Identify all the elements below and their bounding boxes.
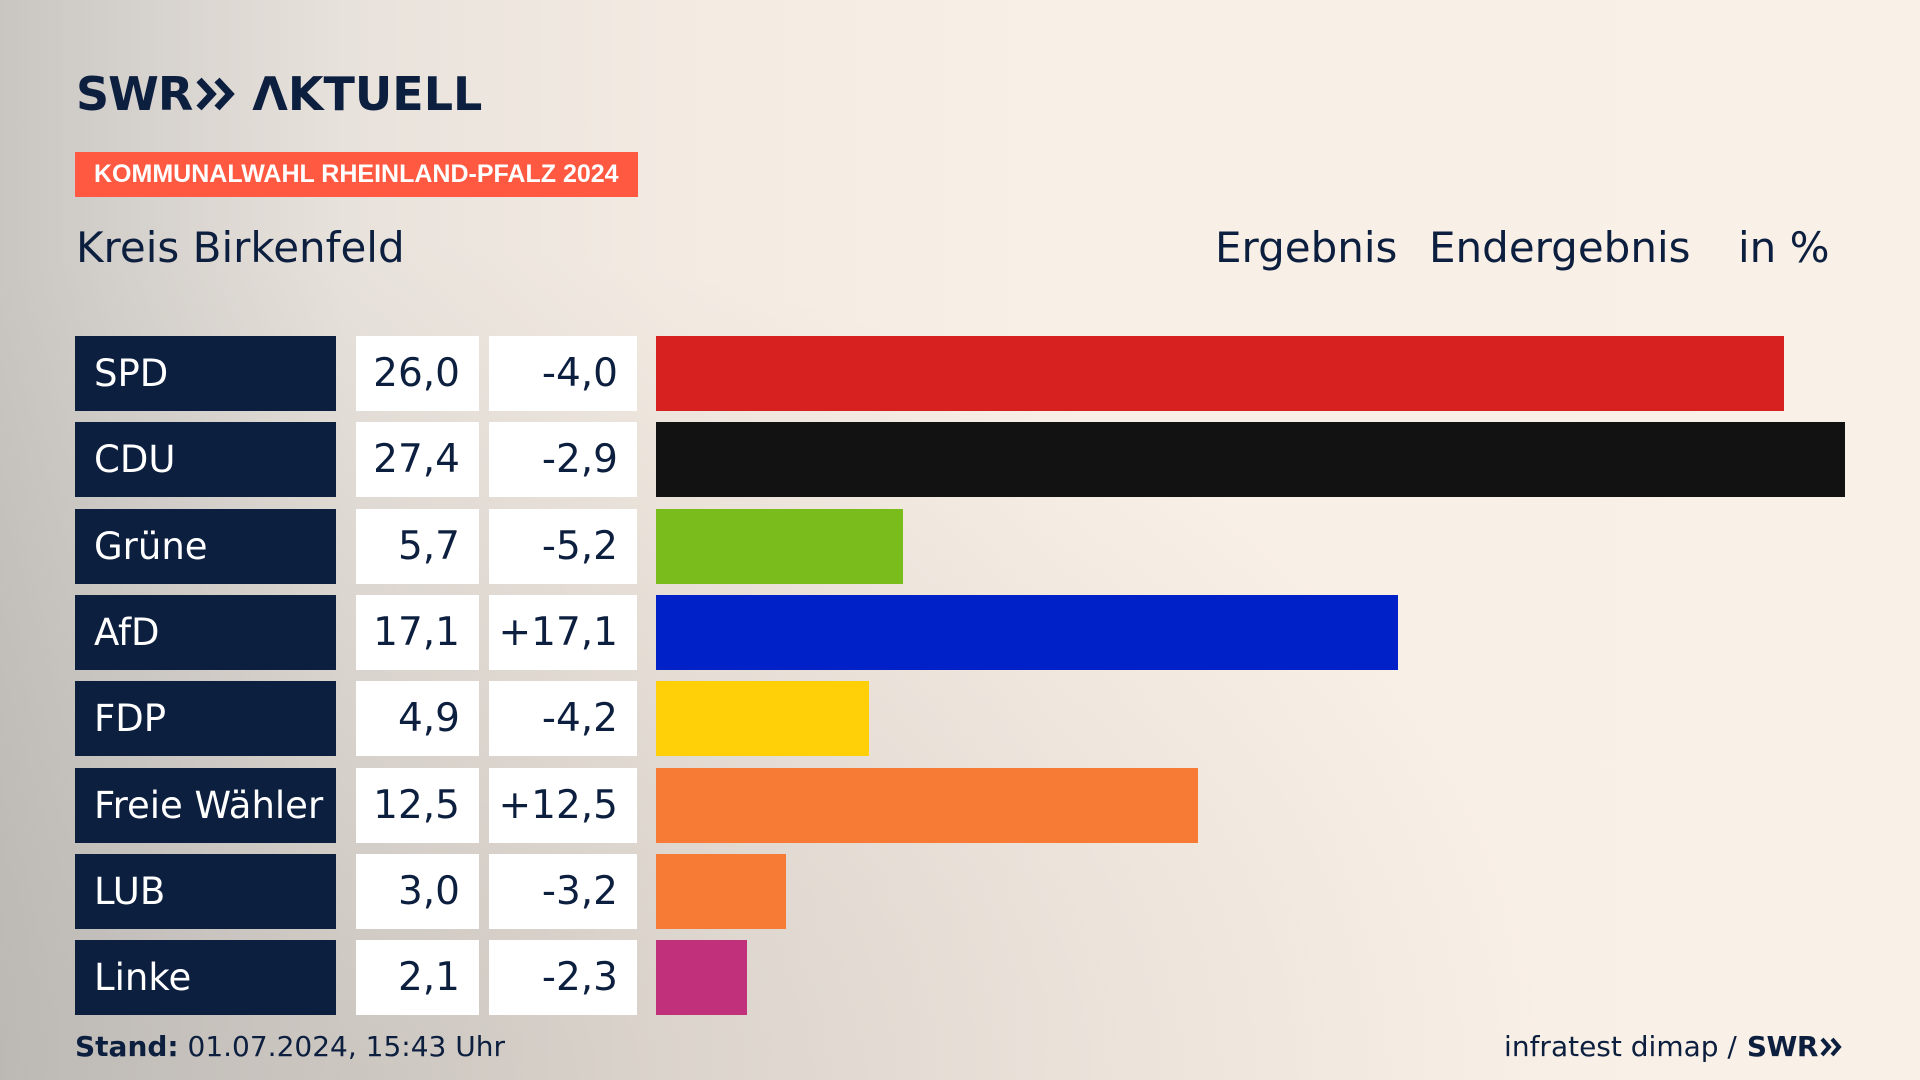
stand-value: 01.07.2024, 15:43 Uhr xyxy=(178,1030,505,1063)
result-row: Grüne 5,7 -5,2 xyxy=(75,508,1845,584)
source-label: infratest dimap / xyxy=(1504,1030,1737,1063)
difference-value: -2,3 xyxy=(489,940,637,1016)
party-label: Grüne xyxy=(75,508,336,584)
difference-value: -5,2 xyxy=(489,508,637,584)
logo-swr-text: SWR xyxy=(76,67,193,121)
party-label: SPD xyxy=(75,336,336,411)
source-credit: infratest dimap / SWR xyxy=(1504,1030,1844,1064)
party-label: AfD xyxy=(75,594,336,670)
result-value: 26,0 xyxy=(356,336,479,411)
result-bar xyxy=(656,853,787,929)
column-header-result: Ergebnis xyxy=(1215,223,1398,272)
difference-value: -3,2 xyxy=(489,853,637,929)
difference-value: +12,5 xyxy=(489,767,637,843)
result-row: CDU 27,4 -2,9 xyxy=(75,422,1845,498)
result-value: 3,0 xyxy=(356,853,479,929)
result-row: SPD 26,0 -4,0 xyxy=(75,336,1845,411)
source-brand: SWR xyxy=(1746,1030,1819,1063)
stand-label: Stand: xyxy=(75,1030,179,1063)
result-value: 27,4 xyxy=(356,422,479,498)
result-bar xyxy=(656,508,904,584)
result-row: AfD 17,1 +17,1 xyxy=(75,594,1845,670)
party-label: FDP xyxy=(75,681,336,757)
election-tag: KOMMUNALWAHL RHEINLAND-PFALZ 2024 xyxy=(75,152,638,197)
party-label: LUB xyxy=(75,853,336,929)
logo-aktuell-text: ΛKTUELL xyxy=(252,67,483,121)
party-label: CDU xyxy=(75,422,336,498)
result-value: 2,1 xyxy=(356,940,479,1016)
result-bar xyxy=(656,940,748,1016)
result-value: 17,1 xyxy=(356,594,479,670)
difference-value: -4,0 xyxy=(489,336,637,411)
result-bar xyxy=(656,422,1845,498)
result-row: Linke 2,1 -2,3 xyxy=(75,940,1845,1016)
result-value: 4,9 xyxy=(356,681,479,757)
party-label: Linke xyxy=(75,940,336,1016)
result-value: 5,7 xyxy=(356,508,479,584)
swr-aktuell-logo: SWR ΛKTUELL xyxy=(76,66,482,122)
difference-value: -2,9 xyxy=(489,422,637,498)
column-header-unit: in % xyxy=(1738,223,1830,272)
column-header-final: Endergebnis xyxy=(1429,223,1691,272)
double-chevron-right-icon xyxy=(1820,1037,1842,1057)
result-bar xyxy=(656,767,1199,843)
result-value: 12,5 xyxy=(356,767,479,843)
difference-value: +17,1 xyxy=(489,594,637,670)
district-title: Kreis Birkenfeld xyxy=(76,223,405,272)
difference-value: -4,2 xyxy=(489,681,637,757)
double-chevron-right-icon xyxy=(196,77,236,111)
party-label: Freie Wähler xyxy=(75,767,336,843)
result-row: Freie Wähler 12,5 +12,5 xyxy=(75,767,1845,843)
result-row: LUB 3,0 -3,2 xyxy=(75,853,1845,929)
result-row: FDP 4,9 -4,2 xyxy=(75,681,1845,757)
result-bar xyxy=(656,681,869,757)
result-bar xyxy=(656,336,1785,411)
timestamp: Stand: 01.07.2024, 15:43 Uhr xyxy=(75,1030,505,1064)
result-bar xyxy=(656,594,1399,670)
